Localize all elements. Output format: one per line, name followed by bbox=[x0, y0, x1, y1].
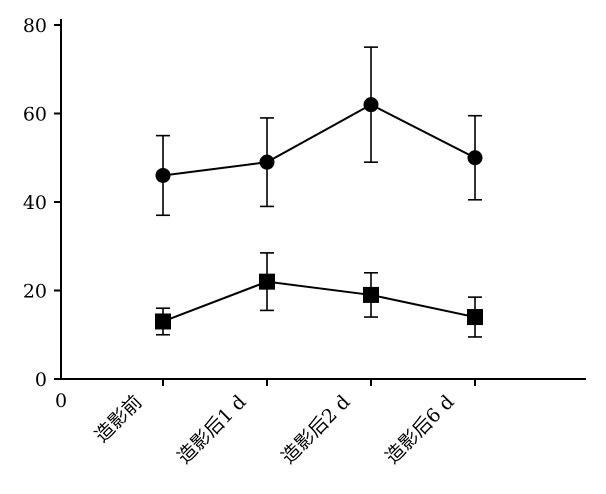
series-line bbox=[162, 103, 476, 177]
y-tick-label: 40 bbox=[23, 192, 47, 214]
y-ticks: 0 20 40 60 80 bbox=[23, 15, 61, 391]
y-tick-label: 20 bbox=[23, 281, 47, 303]
series-line bbox=[162, 280, 476, 323]
x-tick-label: 造影后2 d bbox=[277, 391, 354, 468]
y-tick-label: 0 bbox=[35, 369, 47, 391]
data-point-square bbox=[259, 273, 275, 290]
data-point-circle bbox=[467, 150, 483, 166]
x-tick-label: 造影前 bbox=[91, 391, 147, 447]
axes: 0 bbox=[55, 19, 586, 412]
x-ticks: 造影前 造影后1 d 造影后2 d 造影后6 d bbox=[91, 379, 476, 468]
series-square bbox=[155, 252, 483, 338]
data-point-circle bbox=[363, 97, 379, 113]
series-circle bbox=[155, 46, 483, 217]
x-origin-label: 0 bbox=[55, 390, 67, 412]
data-point-circle bbox=[259, 154, 275, 170]
x-tick-label: 造影后1 d bbox=[173, 391, 250, 468]
x-tick-label: 造影后6 d bbox=[381, 391, 458, 468]
series-layer bbox=[155, 46, 483, 338]
data-point-square bbox=[155, 313, 171, 330]
data-point-square bbox=[363, 286, 379, 303]
y-tick-label: 60 bbox=[23, 104, 47, 126]
data-point-square bbox=[467, 309, 483, 326]
data-point-circle bbox=[155, 167, 171, 183]
y-tick-label: 80 bbox=[23, 15, 47, 37]
